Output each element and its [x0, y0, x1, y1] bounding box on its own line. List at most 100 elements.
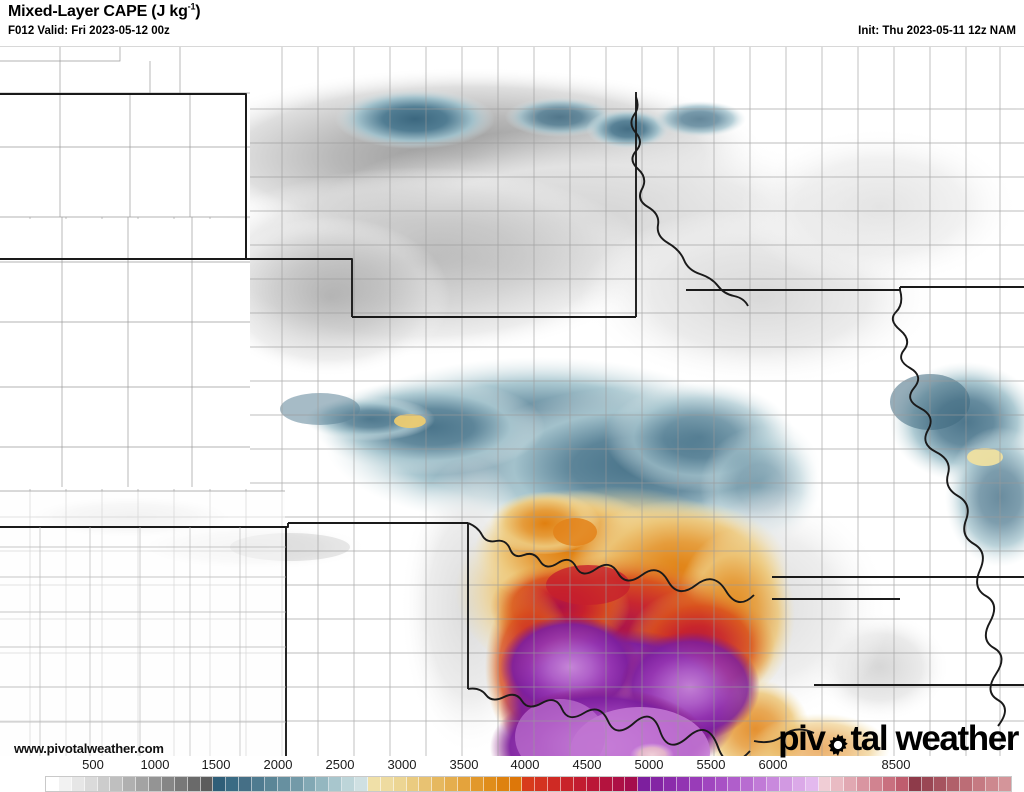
colorbar-swatch [174, 777, 188, 791]
colorbar-swatch [432, 777, 446, 791]
init-time-label: Init: Thu 2023-05-11 12z NAM [858, 25, 1016, 37]
colorbar-swatch [355, 777, 368, 791]
colorbar-swatch [638, 777, 652, 791]
colorbar-tick-label: 2000 [263, 757, 293, 772]
colorbar-swatch [651, 777, 664, 791]
colorbar-swatch [46, 777, 59, 791]
colorbar-swatch [599, 777, 613, 791]
colorbar-swatch [252, 777, 265, 791]
page-title: Mixed-Layer CAPE (J kg-1) [8, 1, 201, 21]
colorbar-tick-label: 1000 [140, 757, 170, 772]
colorbar-swatch [71, 777, 85, 791]
colorbar-swatch [805, 777, 819, 791]
map-canvas[interactable] [0, 46, 1024, 756]
colorbar-swatch [509, 777, 523, 791]
colorbar-swatch [406, 777, 420, 791]
colorbar-swatch [895, 777, 909, 791]
colorbar-swatch [767, 777, 780, 791]
colorbar-swatch [161, 777, 175, 791]
colorbar-swatch [908, 777, 922, 791]
colorbar-swatch [548, 777, 561, 791]
colorbar-swatch [342, 777, 355, 791]
gear-icon [825, 729, 851, 757]
colorbar-swatch [419, 777, 433, 791]
colorbar-tick-label: 5000 [634, 757, 664, 772]
colorbar-swatch [998, 777, 1011, 791]
colorbar-swatch [200, 777, 214, 791]
colorbar-swatch [715, 777, 729, 791]
colorbar[interactable]: 500 1000 1500 2000 2500 3000 3500 4000 4500 5000 5… [0, 756, 1024, 792]
colorbar-swatch [728, 777, 742, 791]
colorbar-swatch [689, 777, 703, 791]
colorbar-swatch [58, 777, 72, 791]
colorbar-swatch [290, 777, 304, 791]
colorbar-swatch [380, 777, 394, 791]
colorbar-tick-label: 5500 [696, 757, 726, 772]
colorbar-swatch [586, 777, 600, 791]
colorbar-swatch [522, 777, 536, 791]
valid-time-label: F012 Valid: Fri 2023-05-12 00z [8, 25, 170, 37]
large-western-counties [0, 47, 285, 756]
colorbar-tick-labels: 500 1000 1500 2000 2500 3000 3500 4000 4500 5000 5… [0, 756, 1024, 774]
colorbar-swatch [870, 777, 883, 791]
colorbar-tick-label: 1500 [201, 757, 231, 772]
colorbar-tick-label: 8500 [881, 757, 911, 772]
map-header: Mixed-Layer CAPE (J kg-1) F012 Valid: Fr… [0, 0, 1024, 46]
colorbar-swatch [947, 777, 961, 791]
colorbar-swatch [818, 777, 832, 791]
colorbar-tick-label: 2500 [325, 757, 355, 772]
colorbar-swatch [664, 777, 677, 791]
colorbar-swatch [535, 777, 549, 791]
colorbar-swatch [754, 777, 767, 791]
colorbar-swatch [213, 777, 227, 791]
colorbar-swatch [470, 777, 484, 791]
colorbar-swatch [149, 777, 162, 791]
colorbar-swatch [136, 777, 149, 791]
colorbar-swatch [792, 777, 806, 791]
colorbar-swatch [303, 777, 317, 791]
colorbar-tick-label: 3500 [449, 757, 479, 772]
colorbar-swatch [973, 777, 986, 791]
colorbar-swatch [123, 777, 137, 791]
colorbar-swatch [612, 777, 626, 791]
colorbar-swatch [264, 777, 278, 791]
pivotal-weather-logo: piv tal weather [778, 718, 1019, 758]
colorbar-gradient-strip[interactable] [45, 776, 1012, 792]
colorbar-tick-label: 500 [82, 757, 104, 772]
colorbar-swatch [676, 777, 690, 791]
colorbar-swatch [277, 777, 291, 791]
page-title-main: Mixed-Layer CAPE (J kg [8, 3, 188, 20]
page-title-exponent: -1 [187, 1, 196, 12]
colorbar-tick-label: 4000 [510, 757, 540, 772]
colorbar-swatch [84, 777, 98, 791]
colorbar-swatch [226, 777, 240, 791]
colorbar-swatch [393, 777, 407, 791]
logo-text-part1: piv [778, 718, 826, 758]
colorbar-swatch [921, 777, 935, 791]
colorbar-swatch [625, 777, 639, 791]
colorbar-swatch [458, 777, 471, 791]
colorbar-swatch [110, 777, 124, 791]
colorbar-swatch [329, 777, 343, 791]
western-county-detail [0, 527, 286, 756]
colorbar-swatch [367, 777, 381, 791]
site-url-watermark: www.pivotalweather.com [14, 741, 164, 756]
cape-contour-map[interactable] [0, 47, 1024, 756]
colorbar-swatch [573, 777, 587, 791]
state-boundaries [0, 92, 1024, 756]
colorbar-tick-label: 3000 [387, 757, 417, 772]
colorbar-swatch [187, 777, 201, 791]
colorbar-swatch [316, 777, 330, 791]
colorbar-swatch [561, 777, 574, 791]
colorbar-tick-label: 6000 [758, 757, 788, 772]
colorbar-swatch [483, 777, 497, 791]
colorbar-swatch [496, 777, 510, 791]
colorbar-swatch [960, 777, 973, 791]
colorbar-swatch [445, 777, 458, 791]
colorbar-swatch [831, 777, 845, 791]
colorbar-swatch [741, 777, 755, 791]
colorbar-swatch [985, 777, 999, 791]
colorbar-swatch [239, 777, 252, 791]
cape-shading-layer [10, 67, 1024, 756]
